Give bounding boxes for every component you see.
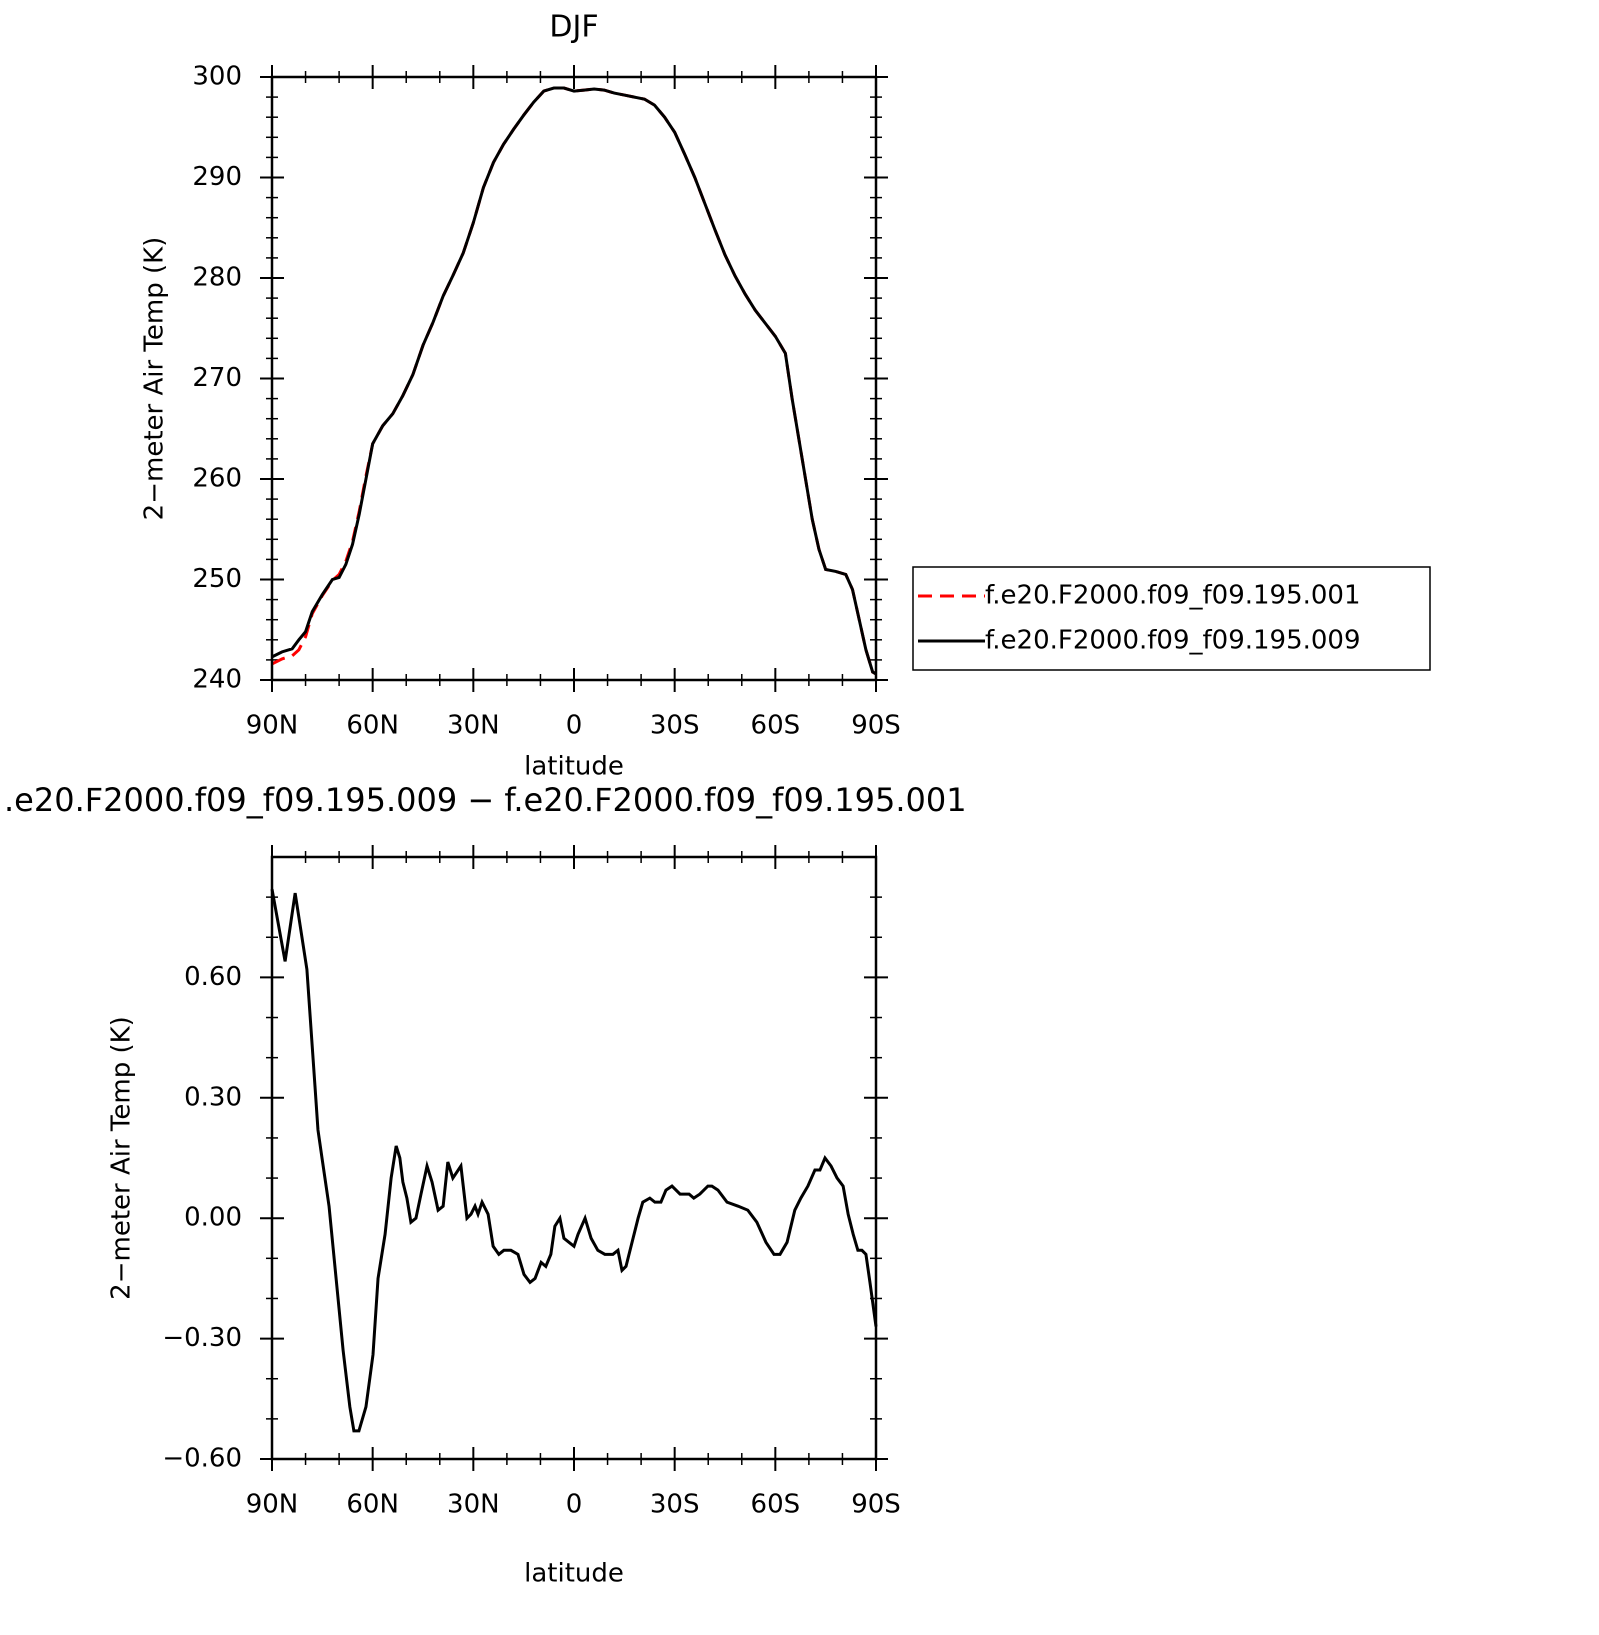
chart-title: DJF — [549, 10, 598, 45]
x-tick-label: 30N — [447, 711, 500, 741]
x-tick-label: 0 — [566, 1490, 583, 1520]
plot-frame — [270, 75, 878, 682]
x-tick-label: 30S — [650, 711, 700, 741]
data-line — [271, 86, 877, 676]
x-tick-label: 60S — [751, 1490, 801, 1520]
x-tick-label: 0 — [566, 711, 583, 741]
x-axis-label: latitude — [524, 752, 624, 782]
x-tick-label: 60N — [346, 1490, 399, 1520]
x-tick-label: 30N — [447, 1490, 500, 1520]
y-tick-label: 290 — [192, 162, 242, 192]
legend-label: f.e20.F2000.f09_f09.195.001 — [985, 581, 1361, 611]
x-tick-label: 60S — [751, 711, 801, 741]
y-axis-label: 2−meter Air Temp (K) — [140, 237, 170, 521]
y-tick-label: 0.00 — [184, 1203, 242, 1233]
legend-label: f.e20.F2000.f09_f09.195.009 — [985, 626, 1361, 656]
y-tick-label: −0.30 — [162, 1323, 242, 1353]
chart-title: .e20.F2000.f09_f09.195.009 − f.e20.F2000… — [4, 781, 967, 819]
plot-frame — [270, 855, 878, 1461]
x-axis-label: latitude — [524, 1559, 624, 1589]
legend-box — [912, 566, 1431, 671]
y-tick-label: 270 — [192, 363, 242, 393]
y-tick-label: 0.30 — [184, 1082, 242, 1112]
x-tick-label: 90S — [851, 711, 901, 741]
x-tick-label: 60N — [346, 711, 399, 741]
y-tick-label: 0.60 — [184, 962, 242, 992]
y-tick-label: 240 — [192, 665, 242, 695]
x-tick-label: 90N — [246, 1490, 299, 1520]
x-tick-label: 30S — [650, 1490, 700, 1520]
y-tick-label: −0.60 — [162, 1444, 242, 1474]
x-tick-label: 90N — [246, 711, 299, 741]
data-line — [271, 86, 877, 676]
data-line — [270, 888, 878, 1433]
x-tick-label: 90S — [851, 1490, 901, 1520]
y-tick-label: 280 — [192, 263, 242, 293]
y-tick-label: 300 — [192, 62, 242, 92]
y-tick-label: 260 — [192, 464, 242, 494]
y-tick-label: 250 — [192, 564, 242, 594]
y-axis-label: 2−meter Air Temp (K) — [107, 1016, 137, 1300]
